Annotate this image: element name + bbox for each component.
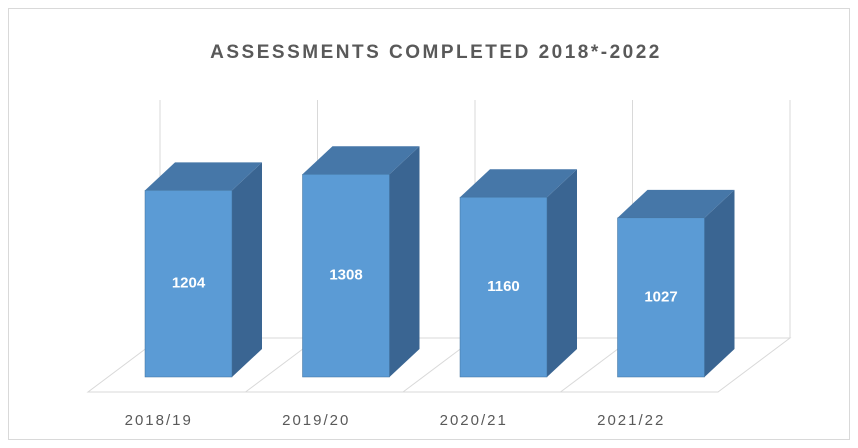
bar-side [547, 169, 577, 377]
bar-side [232, 162, 262, 377]
bar-top [145, 162, 262, 191]
data-label: 1027 [644, 288, 677, 305]
bar [617, 217, 705, 378]
bar [302, 174, 390, 378]
data-label: 1204 [172, 275, 206, 292]
data-label: 1308 [329, 267, 362, 284]
bar-side [704, 189, 735, 377]
bar [459, 196, 548, 378]
bar-side [389, 146, 420, 377]
bar-top [617, 189, 735, 218]
bar-top [460, 169, 577, 198]
x-tick-label: 2020/21 [440, 412, 508, 429]
x-tick-label: 2018/19 [125, 412, 193, 429]
chart-title: ASSESSMENTS COMPLETED 2018*-2022 [210, 42, 662, 63]
x-tick-label: 2021/22 [597, 412, 665, 429]
bar [144, 190, 233, 378]
bar-top [302, 146, 420, 175]
x-tick-label: 2019/20 [282, 412, 350, 429]
data-label: 1160 [487, 278, 520, 295]
